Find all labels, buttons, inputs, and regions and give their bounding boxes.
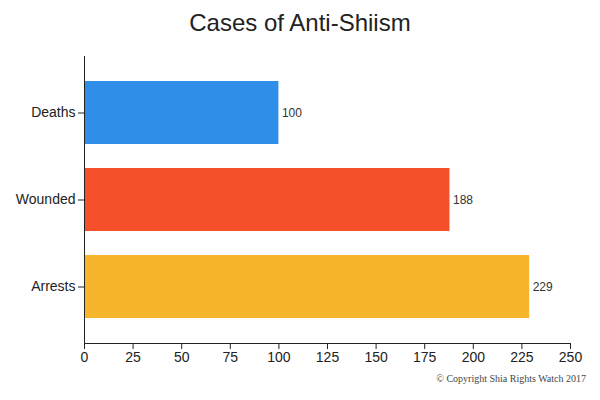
svg-text:100: 100 [282, 106, 302, 120]
svg-text:225: 225 [510, 349, 534, 365]
svg-text:75: 75 [223, 349, 239, 365]
svg-text:Deaths: Deaths [31, 104, 75, 120]
svg-text:25: 25 [125, 349, 141, 365]
html-text:Cases of Anti-Shiism: Cases of Anti-Shiism [189, 9, 411, 36]
svg-text:125: 125 [316, 349, 340, 365]
svg-text:0: 0 [81, 349, 89, 365]
svg-text:Arrests: Arrests [31, 278, 75, 294]
svg-text:200: 200 [462, 349, 486, 365]
svg-text:150: 150 [364, 349, 388, 365]
svg-text:188: 188 [453, 193, 473, 207]
svg-text:100: 100 [267, 349, 291, 365]
html-text:© Copyright Shia Rights Watch: © Copyright Shia Rights Watch 2017 [436, 373, 586, 384]
svg-text:250: 250 [559, 349, 583, 365]
svg-text:50: 50 [174, 349, 190, 365]
svg-text:Wounded: Wounded [16, 191, 76, 207]
svg-text:175: 175 [413, 349, 437, 365]
svg-text:229: 229 [533, 280, 553, 294]
